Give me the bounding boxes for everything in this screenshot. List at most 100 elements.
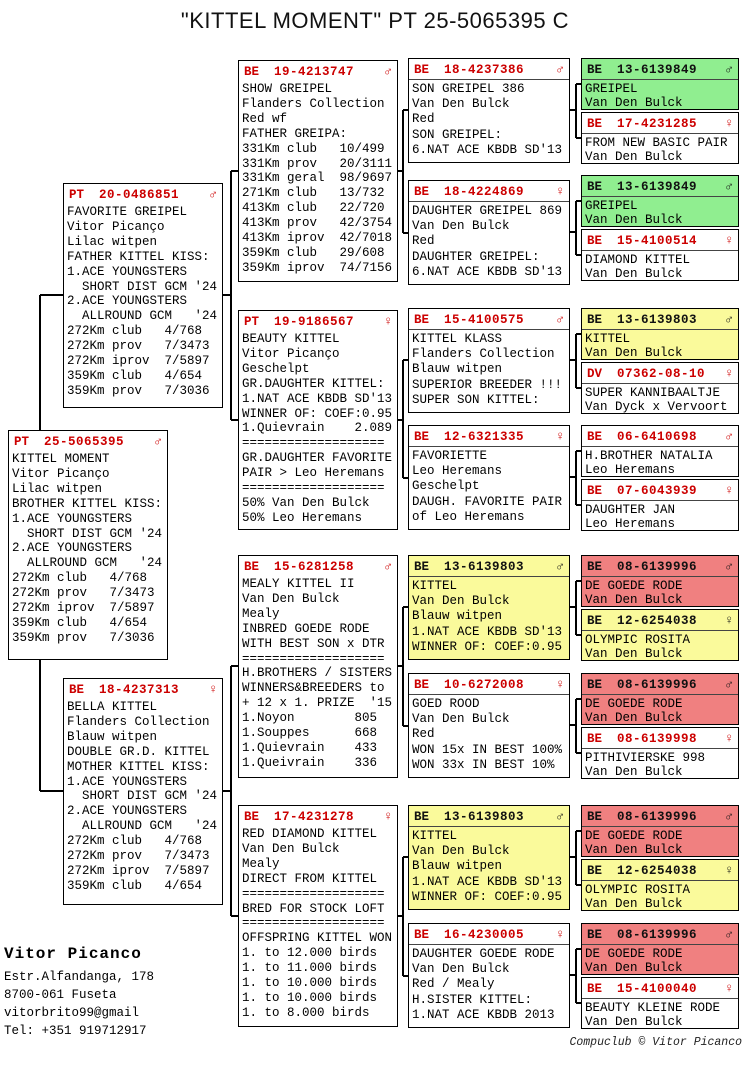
- box-g5-12: BE 08-6139998 ♀ PITHIVIERSKE 998 Van Den Bul…: [581, 727, 739, 779]
- box-granddam-maternal: BE 17-4231278 ♀ RED DIAMOND KITTEL Van Den B…: [238, 805, 398, 1027]
- pedigree-text-line: MEALY KITTEL II: [242, 577, 355, 591]
- box-g5-16: BE 15-4100040 ♀ BEAUTY KLEINE RODE Van Den B…: [581, 977, 739, 1029]
- pedigree-text-line: Van Den Bulck: [585, 1015, 683, 1029]
- male-icon: ♂: [556, 809, 564, 824]
- pedigree-text-line: H.BROTHER NATALIA: [585, 449, 713, 463]
- pedigree-text-line: FATHER GREIPA:: [242, 126, 348, 141]
- owner-phone: Tel: +351 919712917: [4, 1024, 147, 1038]
- ring-header: BE 13-6139803 ♂: [409, 806, 569, 827]
- pedigree-text-line: DE GOEDE RODE: [585, 947, 683, 961]
- pedigree-text-line: Red: [412, 234, 435, 249]
- pedigree-text-line: 272Km club 4/768: [12, 571, 148, 586]
- pedigree-text-line: 272Km club 4/768: [67, 834, 203, 849]
- ring-country: BE: [587, 864, 603, 878]
- ring-number: 08-6139996: [617, 678, 698, 692]
- owner-name: Vitor Picanco: [4, 945, 142, 963]
- box-g5-8: BE 07-6043939 ♀ DAUGHTER JAN Leo Heremans: [581, 479, 739, 531]
- pedigree-text-line: 1.ACE YOUNGSTERS: [12, 511, 133, 526]
- ring-number: 08-6139998: [617, 732, 698, 746]
- ring-number: 12-6321335: [444, 430, 525, 444]
- pedigree-text-line: Van Dyck x Vervoort: [585, 400, 728, 414]
- pedigree-text-line: 413Km iprov 42/7018: [242, 231, 393, 246]
- pedigree-text-line: 359Km prov 7/3036: [67, 383, 210, 398]
- female-icon: ♀: [725, 233, 733, 248]
- pedigree-text-line: 359Km prov 7/3036: [12, 630, 155, 645]
- pedigree-text-line: ALLROUND GCM '24: [12, 556, 163, 571]
- pedigree-text-line: SHOW GREIPEL: [242, 82, 333, 96]
- pedigree-text-line: FROM NEW BASIC PAIR: [585, 136, 728, 150]
- ring-number: 13-6139849: [617, 180, 698, 194]
- female-icon: ♀: [725, 863, 733, 878]
- pedigree-text-line: 331Km club 10/499: [242, 141, 385, 156]
- ring-number: 17-4231278: [274, 810, 355, 824]
- pedigree-text-line: BRED FOR STOCK LOFT: [242, 901, 385, 916]
- pedigree-text-line: DAUGHTER GREIPEL:: [412, 249, 540, 264]
- pedigree-text-line: OFFSPRING KITTEL WON: [242, 931, 393, 946]
- ring-header: BE 15-4100040 ♀: [582, 978, 738, 999]
- female-icon: ♀: [556, 677, 564, 692]
- pedigree-text-line: DAUGHTER GREIPEL 869: [412, 204, 563, 218]
- pedigree-text-line: KITTEL: [585, 332, 631, 346]
- pedigree-text-line: Van Den Bulck: [585, 897, 683, 911]
- pedigree-text-line: BELLA KITTEL: [67, 700, 158, 714]
- pedigree-text-line: DE GOEDE RODE: [585, 697, 683, 711]
- ring-country: BE: [414, 560, 430, 574]
- ring-header: BE 15-6281258 ♂: [239, 556, 397, 575]
- pedigree-text-line: DE GOEDE RODE: [585, 829, 683, 843]
- pedigree-text-line: WINNERS&BREEDERS to: [242, 681, 385, 696]
- pedigree-text-line: Van Den Bulck: [412, 219, 510, 234]
- pedigree-text-line: 331Km prov 20/3111: [242, 156, 393, 171]
- female-icon: ♀: [209, 682, 217, 697]
- pedigree-text-line: Van Den Bulck: [585, 96, 683, 110]
- male-icon: ♂: [725, 677, 733, 692]
- pedigree-text-line: Blauw witpen: [412, 859, 503, 874]
- male-icon: ♂: [209, 187, 217, 202]
- ring-number: 13-6139849: [617, 63, 698, 77]
- ring-header: BE 12-6254038 ♀: [582, 610, 738, 631]
- pedigree-text-line: Red wf: [242, 111, 288, 126]
- box-g5-13: BE 08-6139996 ♂ DE GOEDE RODE Van Den Bulck: [581, 805, 739, 857]
- pedigree-text-line: 359Km club 4/654: [67, 368, 203, 383]
- pedigree-text-line: SHORT DIST GCM '24: [67, 789, 218, 804]
- ring-country: BE: [414, 63, 430, 77]
- pedigree-text-line: Vitor Picanço: [67, 219, 165, 234]
- pedigree-text-line: 1.Noyon 805: [242, 711, 378, 726]
- box-sire: PT 20-0486851 ♂ FAVORITE GREIPEL Vitor Pican…: [63, 183, 223, 408]
- ring-country: PT: [244, 315, 260, 329]
- pedigree-text-line: BEAUTY KITTEL: [242, 332, 340, 346]
- male-icon: ♂: [725, 559, 733, 574]
- pedigree-text-line: SON GREIPEL 386: [412, 82, 525, 96]
- male-icon: ♂: [384, 64, 392, 79]
- box-g4-3: BE 15-4100575 ♂ KITTEL KLASS Flanders Collec…: [408, 308, 570, 413]
- ring-country: BE: [587, 678, 603, 692]
- box-dam: BE 18-4237313 ♀ BELLA KITTEL Flanders Collec…: [63, 678, 223, 905]
- pedigree-text-line: SUPER KANNIBAALTJE: [585, 386, 721, 400]
- ring-country: PT: [69, 188, 85, 202]
- ring-country: BE: [244, 810, 260, 824]
- pedigree-text-line: PAIR > Leo Heremans: [242, 466, 385, 481]
- owner-address-line: 8700-061 Fuseta: [4, 988, 117, 1002]
- pedigree-text-line: ALLROUND GCM '24: [67, 819, 218, 834]
- pedigree-text-line: 1.NAT ACE KBDB SD'13: [242, 391, 393, 406]
- ring-header: BE 15-4100575 ♂: [409, 309, 569, 330]
- pedigree-text-line: Lilac witpen: [67, 234, 158, 249]
- pedigree-text-line: 50% Leo Heremans: [242, 510, 363, 525]
- pedigree-text-line: WINNER OF: COEF:0.95: [242, 406, 393, 421]
- pedigree-text-line: Van Den Bulck: [412, 97, 510, 112]
- pedigree-title: "KITTEL MOMENT" PT 25-5065395 C: [180, 8, 570, 33]
- pedigree-text-line: 272Km prov 7/3473: [67, 849, 210, 864]
- ring-header: PT 20-0486851 ♂: [64, 184, 222, 203]
- ring-number: 15-4100514: [617, 234, 698, 248]
- pedigree-text-line: 2.ACE YOUNGSTERS: [12, 541, 133, 556]
- female-icon: ♀: [556, 927, 564, 942]
- ring-number: 25-5065395: [44, 435, 125, 449]
- box-g4-8: BE 16-4230005 ♀ DAUGHTER GOEDE RODE Van Den …: [408, 923, 570, 1028]
- box-g5-4: BE 15-4100514 ♀ DIAMOND KITTEL Van Den Bulck: [581, 229, 739, 281]
- pedigree-text-line: KITTEL: [412, 829, 458, 843]
- pedigree-text-line: 50% Van Den Bulck: [242, 495, 370, 510]
- pedigree-text-line: INBRED GOEDE RODE: [242, 621, 370, 636]
- pedigree-text-line: 359Km club 29/608: [242, 245, 385, 260]
- male-icon: ♂: [556, 559, 564, 574]
- pedigree-text-line: SON GREIPEL:: [412, 127, 503, 142]
